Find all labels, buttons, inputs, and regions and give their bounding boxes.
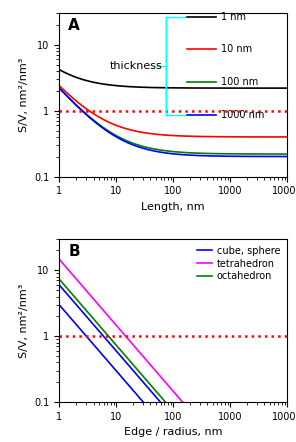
Line: octahedron: octahedron xyxy=(59,279,287,442)
Y-axis label: S/V, nm²/nm³: S/V, nm²/nm³ xyxy=(19,283,29,358)
Line: tetrahedron: tetrahedron xyxy=(59,259,287,442)
tetrahedron xyxy=(57,257,61,262)
octahedron xyxy=(57,276,61,282)
Text: 100 nm: 100 nm xyxy=(221,77,258,87)
Text: B: B xyxy=(68,244,80,259)
cube, sphere xyxy=(57,282,61,288)
tetrahedron xyxy=(98,303,101,309)
Text: thickness: thickness xyxy=(109,61,162,71)
cube, sphere xyxy=(116,350,120,355)
X-axis label: Length, nm: Length, nm xyxy=(141,202,205,212)
Legend: cube, sphere, tetrahedron, octahedron: cube, sphere, tetrahedron, octahedron xyxy=(195,244,282,283)
octahedron xyxy=(192,432,195,437)
Text: 1 nm: 1 nm xyxy=(221,11,246,22)
Text: 10 nm: 10 nm xyxy=(221,44,252,54)
cube, sphere xyxy=(192,438,195,442)
tetrahedron xyxy=(210,433,213,438)
tetrahedron xyxy=(160,376,164,381)
tetrahedron xyxy=(116,324,120,330)
octahedron xyxy=(98,323,101,328)
Line: cube, sphere: cube, sphere xyxy=(59,285,287,442)
Text: A: A xyxy=(68,18,80,33)
cube, sphere xyxy=(98,329,101,334)
octahedron xyxy=(116,344,120,350)
tetrahedron xyxy=(192,412,195,417)
cube, sphere xyxy=(160,402,164,407)
Y-axis label: S/V, nm²/nm³: S/V, nm²/nm³ xyxy=(19,58,29,132)
octahedron xyxy=(160,396,164,401)
X-axis label: Edge / radius, nm: Edge / radius, nm xyxy=(124,427,222,438)
Text: 1000 nm: 1000 nm xyxy=(221,110,264,120)
